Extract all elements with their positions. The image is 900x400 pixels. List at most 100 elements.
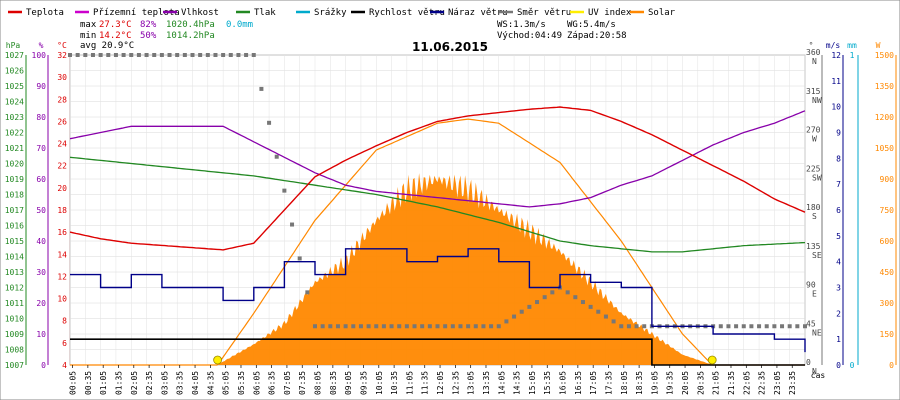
time-tick-label: 02:05 [130, 371, 139, 395]
pct-tick-label: 100 [32, 51, 47, 60]
c-tick-label: 28 [57, 95, 67, 104]
ms-tick-label: 3 [836, 284, 841, 293]
deg-tick-label: 180 [806, 203, 821, 212]
hpa-tick-label: 1009 [5, 330, 24, 339]
wind-dir-point [313, 324, 317, 329]
wind-dir-point [458, 324, 463, 329]
hpa-tick-label: 1023 [5, 113, 24, 122]
avg-temp: avg 20.9°C [80, 41, 134, 51]
time-tick-label: 03:05 [160, 371, 169, 395]
time-tick-label: 12:35 [451, 371, 460, 395]
ms-tick-label: 10 [831, 103, 841, 112]
unit-hpa: hPa [6, 41, 21, 50]
temperature-line [69, 106, 806, 251]
wind-dir-point [75, 53, 80, 57]
min-humidity: 50% [140, 31, 157, 41]
wind-dir-point [236, 53, 241, 57]
wind-dir-point [757, 324, 762, 329]
wind-dir-point [519, 309, 524, 314]
dir-tick-label: N [812, 367, 817, 376]
w-tick-label: 0 [889, 361, 894, 370]
w-tick-label: 750 [880, 206, 895, 215]
wind-dir-point [611, 319, 616, 324]
wind-dir-point [473, 324, 478, 329]
unit-pct: % [39, 41, 44, 50]
time-tick-label: 01:35 [114, 371, 123, 395]
time-tick-label: 08:35 [329, 371, 338, 395]
wind-dir-point [228, 53, 233, 57]
hpa-tick-label: 1024 [5, 98, 24, 107]
wind-dir-point [274, 154, 279, 159]
hpa-tick-label: 1021 [5, 144, 24, 153]
wind-speed-line [70, 338, 805, 366]
time-tick-label: 10:05 [375, 371, 384, 395]
unit-c: °C [57, 41, 67, 50]
time-tick-label: 15:05 [528, 371, 537, 395]
hpa-tick-label: 1020 [5, 160, 24, 169]
time-tick-label: 11:05 [405, 371, 414, 395]
deg-tick-label: 90 [806, 281, 816, 290]
hpa-tick-label: 1008 [5, 346, 24, 355]
deg-tick-label: 225 [806, 164, 821, 173]
wind-dir-point [213, 53, 218, 57]
hpa-tick-label: 1013 [5, 268, 24, 277]
pct-tick-label: 40 [36, 237, 46, 246]
c-tick-label: 32 [57, 51, 67, 60]
time-axis-label: čas [811, 370, 826, 380]
time-tick-label: 06:05 [252, 371, 261, 395]
legend-label: UV index [588, 8, 632, 18]
c-tick-label: 30 [57, 73, 67, 82]
time-tick-label: 09:05 [344, 371, 353, 395]
mm-tick-label: 0 [850, 361, 855, 370]
wind-dir-point [389, 324, 394, 329]
chart-title: 11.06.2015 [412, 40, 488, 54]
wind-dir-point [328, 324, 333, 329]
time-tick-label: 11:35 [421, 371, 430, 395]
time-tick-label: 07:05 [283, 371, 292, 395]
dir-tick-label: NE [812, 328, 822, 337]
wind-dir-point [251, 53, 256, 57]
time-tick-label: 03:35 [176, 371, 185, 395]
time-tick-label: 20:05 [681, 371, 690, 395]
wind-dir-point [504, 319, 509, 324]
wind-dir-point [167, 53, 172, 57]
time-tick-label: 16:35 [574, 371, 583, 395]
ms-tick-label: 9 [836, 129, 841, 138]
wind-dir-point [159, 53, 164, 57]
wind-dir-point [603, 314, 608, 319]
wind-dir-point [374, 324, 379, 329]
time-tick-label: 15:35 [543, 371, 552, 395]
dir-tick-label: W [812, 135, 817, 144]
time-tick-label: 17:35 [604, 371, 613, 395]
wind-dir-point [412, 324, 417, 329]
time-tick-label: 22:35 [758, 371, 767, 395]
c-tick-label: 20 [57, 184, 67, 193]
wind-dir-point [205, 53, 210, 57]
wind-dir-point [542, 295, 547, 300]
wind-dir-point [113, 53, 118, 57]
wind-dir-point [90, 53, 95, 57]
ms-tick-label: 7 [836, 180, 841, 189]
wind-dir-point [144, 53, 149, 57]
wind-dir-point [420, 324, 425, 329]
wind-dir-point [718, 324, 723, 329]
wind-dir-point [573, 295, 578, 300]
time-tick-label: 04:05 [191, 371, 200, 395]
time-tick-label: 20:35 [696, 371, 705, 395]
wind-dir-point [466, 324, 471, 329]
w-tick-label: 600 [880, 237, 895, 246]
wind-dir-point [427, 324, 432, 329]
pct-tick-label: 10 [36, 330, 46, 339]
time-tick-label: 05:35 [237, 371, 246, 395]
legend-label: Směr větru [517, 8, 571, 18]
legend-label: Tlak [254, 8, 276, 18]
c-tick-label: 8 [62, 317, 67, 326]
hpa-tick-label: 1022 [5, 129, 24, 138]
wind-dir-point [772, 324, 777, 329]
wind-dir-point [435, 324, 440, 329]
time-tick-label: 13:05 [467, 371, 476, 395]
c-tick-label: 18 [57, 206, 67, 215]
time-tick-label: 09:35 [359, 371, 368, 395]
time-tick-label: 05:05 [222, 371, 231, 395]
